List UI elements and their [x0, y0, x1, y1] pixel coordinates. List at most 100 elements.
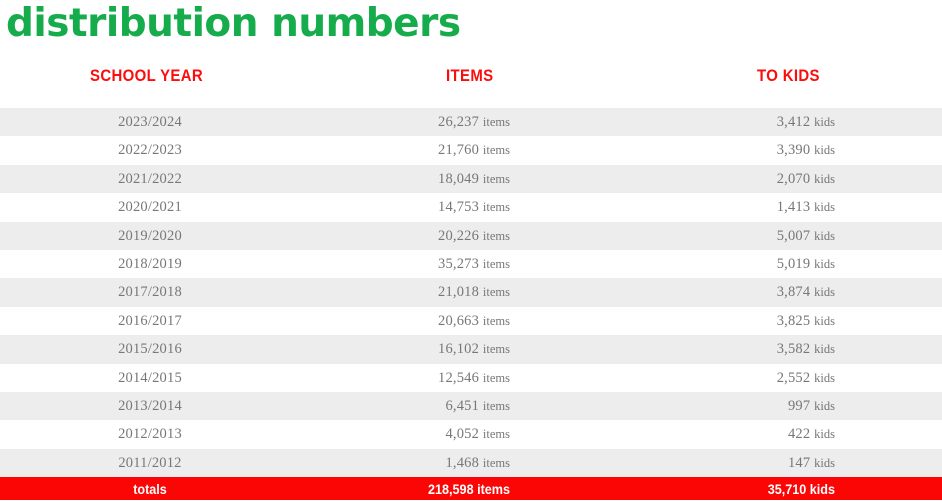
table-row: 2011/2012 1,468 items 147 kids	[0, 448, 942, 478]
cell-to-kids: 3,412 kids	[535, 108, 835, 136]
cell-school-year: 2022/2023	[118, 142, 182, 159]
cell-kids-number: 3,874	[776, 284, 811, 301]
table-row: 2014/2015 12,546 items 2,552 kids	[0, 363, 942, 392]
cell-to-kids: 147 kids	[535, 449, 835, 477]
cell-to-kids: 5,007 kids	[535, 222, 835, 250]
cell-to-kids: 997 kids	[535, 392, 835, 420]
cell-kids-unit: kids	[814, 171, 835, 186]
cell-to-kids: 3,874 kids	[535, 278, 835, 306]
cell-items-unit: items	[482, 313, 510, 328]
cell-school-year: 2012/2013	[118, 426, 182, 443]
table-row: 2012/2013 4,052 items 422 kids	[0, 420, 942, 449]
cell-kids-number: 3,582	[776, 341, 811, 358]
totals-row: totals 218,598 items 35,710 kids	[0, 477, 942, 500]
totals-kids-number: 35,710	[767, 481, 807, 497]
cell-kids-number: 3,825	[776, 312, 811, 329]
cell-kids-number: 2,070	[776, 170, 811, 187]
cell-items-number: 6,451	[445, 397, 480, 414]
cell-items-unit: items	[482, 427, 510, 442]
cell-kids-unit: kids	[814, 427, 835, 442]
cell-kids-unit: kids	[814, 228, 835, 243]
cell-school-year: 2017/2018	[118, 284, 182, 301]
cell-kids-unit: kids	[814, 398, 835, 413]
cell-kids-number: 5,019	[776, 255, 811, 272]
cell-school-year: 2019/2020	[118, 227, 182, 244]
cell-items-unit: items	[482, 143, 510, 158]
cell-items-number: 4,052	[445, 426, 480, 443]
cell-school-year: 2014/2015	[118, 369, 182, 386]
cell-school-year: 2021/2022	[118, 170, 182, 187]
cell-kids-number: 5,007	[776, 227, 811, 244]
cell-kids-unit: kids	[814, 256, 835, 271]
cell-items-unit: items	[482, 115, 510, 129]
cell-kids-number: 2,552	[776, 369, 811, 386]
totals-label: totals	[133, 481, 167, 497]
cell-to-kids: 1,413 kids	[535, 193, 835, 221]
table-row: 2016/2017 20,663 items 3,825 kids	[0, 306, 942, 336]
cell-school-year: 2023/2024	[118, 114, 182, 130]
cell-kids-unit: kids	[814, 455, 835, 470]
cell-items-unit: items	[482, 171, 510, 186]
cell-school-year: 2016/2017	[118, 312, 182, 329]
cell-items-number: 14,753	[438, 199, 480, 216]
cell-to-kids: 3,582 kids	[535, 335, 835, 363]
cell-to-kids: 2,070 kids	[535, 165, 835, 193]
cell-items-unit: items	[482, 398, 510, 413]
cell-items-number: 21,018	[438, 284, 480, 301]
cell-items: 4,052 items	[210, 420, 510, 448]
totals-items-unit: items	[477, 481, 510, 497]
cell-school-year: 2020/2021	[118, 199, 182, 216]
table-body: 2023/2024 26,237 items 3,412 kids 2022/2023…	[0, 108, 942, 478]
table-row: 2023/2024 26,237 items 3,412 kids	[0, 108, 942, 137]
cell-items: 12,546 items	[210, 364, 510, 392]
cell-items-number: 12,546	[438, 369, 480, 386]
cell-items: 26,237 items	[210, 108, 510, 136]
column-header-items: ITEMS	[446, 66, 494, 85]
cell-to-kids: 422 kids	[535, 420, 835, 448]
cell-to-kids: 3,825 kids	[535, 307, 835, 335]
cell-items-number: 35,273	[438, 255, 480, 272]
table-row: 2013/2014 6,451 items 997 kids	[0, 391, 942, 421]
totals-items-value: 218,598 items	[240, 477, 510, 500]
cell-items: 18,049 items	[210, 165, 510, 193]
table-row: 2017/2018 21,018 items 3,874 kids	[0, 278, 942, 307]
page-title: distribution numbers	[6, 1, 461, 46]
table-header-row: SCHOOL YEAR ITEMS TO KIDS	[0, 60, 942, 108]
cell-items: 21,018 items	[210, 278, 510, 306]
table-row: 2022/2023 21,760 items 3,390 kids	[0, 136, 942, 165]
cell-items-number: 26,237	[438, 114, 480, 130]
table-row: 2019/2020 20,226 items 5,007 kids	[0, 221, 942, 250]
table-row: 2018/2019 35,273 items 5,019 kids	[0, 249, 942, 279]
cell-kids-unit: kids	[814, 370, 835, 385]
cell-items-unit: items	[482, 455, 510, 470]
cell-kids-number: 147	[787, 454, 811, 471]
cell-school-year: 2018/2019	[118, 255, 182, 272]
cell-items-unit: items	[482, 200, 510, 215]
table-row: 2020/2021 14,753 items 1,413 kids	[0, 193, 942, 222]
column-header-school-year: SCHOOL YEAR	[90, 66, 204, 85]
cell-items-unit: items	[482, 342, 510, 357]
cell-kids-unit: kids	[814, 200, 835, 215]
cell-items-unit: items	[482, 256, 510, 271]
cell-to-kids: 3,390 kids	[535, 136, 835, 164]
cell-items: 21,760 items	[210, 136, 510, 164]
cell-items-number: 16,102	[438, 341, 480, 358]
cell-school-year: 2013/2014	[118, 397, 182, 414]
cell-kids-number: 997	[787, 397, 811, 414]
table-row: 2015/2016 16,102 items 3,582 kids	[0, 335, 942, 364]
totals-kids-unit: kids	[809, 481, 835, 497]
cell-school-year: 2011/2012	[118, 454, 182, 471]
totals-items-number: 218,598	[428, 481, 474, 497]
column-header-to-kids: TO KIDS	[757, 66, 820, 85]
cell-items-number: 20,663	[438, 312, 480, 329]
cell-items: 16,102 items	[210, 335, 510, 363]
cell-kids-unit: kids	[814, 313, 835, 328]
cell-to-kids: 5,019 kids	[535, 250, 835, 278]
cell-kids-unit: kids	[814, 143, 835, 158]
cell-items: 1,468 items	[210, 449, 510, 477]
cell-items: 6,451 items	[210, 392, 510, 420]
cell-items-unit: items	[482, 370, 510, 385]
cell-items: 20,226 items	[210, 222, 510, 250]
cell-to-kids: 2,552 kids	[535, 364, 835, 392]
cell-kids-number: 422	[787, 426, 811, 443]
